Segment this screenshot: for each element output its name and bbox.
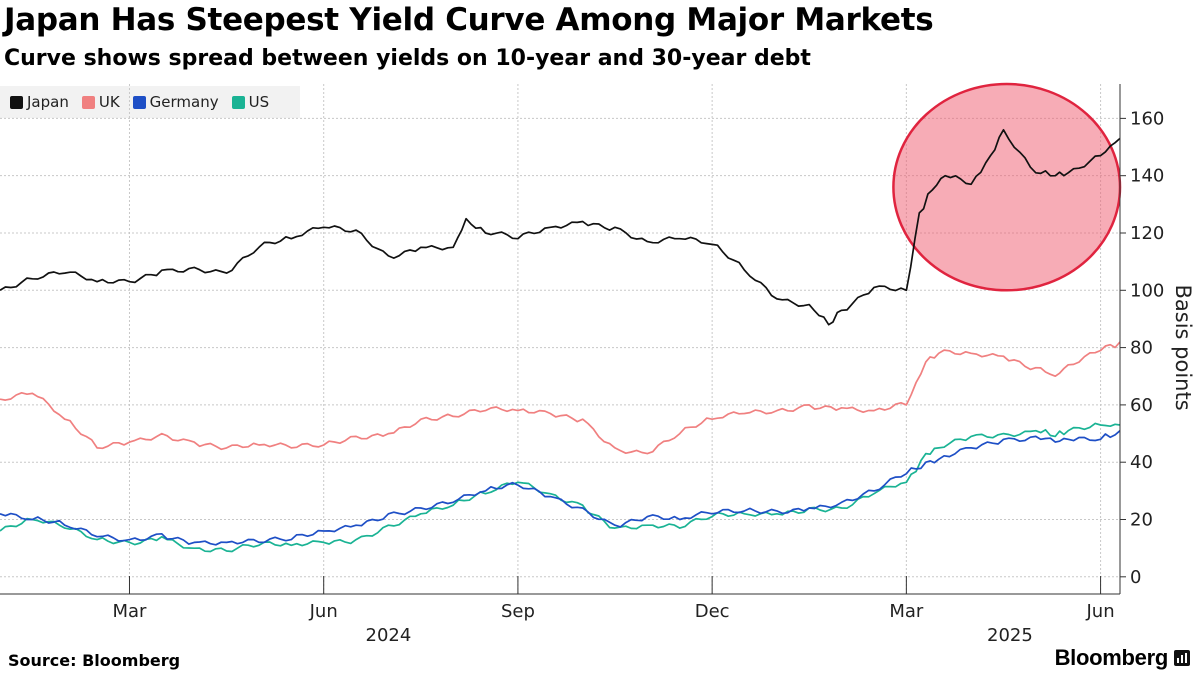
brand-logo: Bloomberg bbox=[1055, 645, 1190, 671]
y-tick-label: 40 bbox=[1130, 452, 1153, 473]
highlight-ellipse bbox=[892, 82, 1122, 292]
series-line-us bbox=[0, 422, 1121, 553]
legend-label: Japan bbox=[27, 93, 69, 111]
legend-label: Germany bbox=[149, 93, 219, 111]
brand-name: Bloomberg bbox=[1054, 645, 1169, 670]
gridlines bbox=[0, 84, 1120, 594]
y-tick-label: 140 bbox=[1130, 166, 1164, 187]
x-tick-label: Dec bbox=[695, 601, 730, 622]
x-tick-label: Jun bbox=[1086, 601, 1115, 622]
legend-item-japan: Japan bbox=[10, 93, 69, 111]
y-axis-title: Basis points bbox=[1171, 285, 1195, 411]
series-line-uk bbox=[0, 341, 1121, 455]
y-tick-label: 60 bbox=[1130, 395, 1153, 416]
x-year-label: 2024 bbox=[366, 625, 412, 646]
y-tick-label: 80 bbox=[1130, 338, 1153, 359]
y-tick-label: 100 bbox=[1130, 280, 1164, 301]
series-line-germany bbox=[0, 430, 1121, 546]
chart-subtitle: Curve shows spread between yields on 10-… bbox=[4, 46, 811, 71]
legend-swatch bbox=[81, 95, 95, 109]
legend: Japan UK Germany US bbox=[0, 86, 300, 118]
x-tick-label: Sep bbox=[501, 601, 535, 622]
series-line-japan bbox=[0, 128, 1121, 326]
highlight-layer bbox=[892, 82, 1122, 292]
chart-title: Japan Has Steepest Yield Curve Among Maj… bbox=[4, 2, 934, 38]
legend-label: US bbox=[248, 93, 270, 111]
legend-swatch bbox=[10, 95, 23, 109]
legend-swatch bbox=[132, 95, 146, 109]
legend-item-us: US bbox=[231, 93, 270, 111]
legend-swatch bbox=[231, 95, 245, 109]
legend-label: UK bbox=[98, 93, 120, 111]
axes: 0 20 40 60 80 100 120 140 160 Mar Jun Sep Dec Mar Jun 2… bbox=[0, 84, 1195, 646]
y-tick-label: 0 bbox=[1130, 567, 1141, 588]
y-tick-label: 160 bbox=[1130, 108, 1164, 129]
legend-item-germany: Germany bbox=[132, 93, 219, 111]
x-tick-label: Mar bbox=[889, 601, 924, 622]
x-year-label: 2025 bbox=[987, 625, 1033, 646]
x-tick-label: Mar bbox=[112, 601, 147, 622]
x-tick-label: Jun bbox=[309, 601, 338, 622]
source-note: Source: Bloomberg bbox=[8, 651, 181, 670]
legend-item-uk: UK bbox=[81, 93, 120, 111]
series-layer bbox=[0, 128, 1121, 553]
bloomberg-chart-icon bbox=[1174, 650, 1190, 666]
y-tick-label: 120 bbox=[1130, 223, 1164, 244]
y-tick-label: 20 bbox=[1130, 510, 1153, 531]
